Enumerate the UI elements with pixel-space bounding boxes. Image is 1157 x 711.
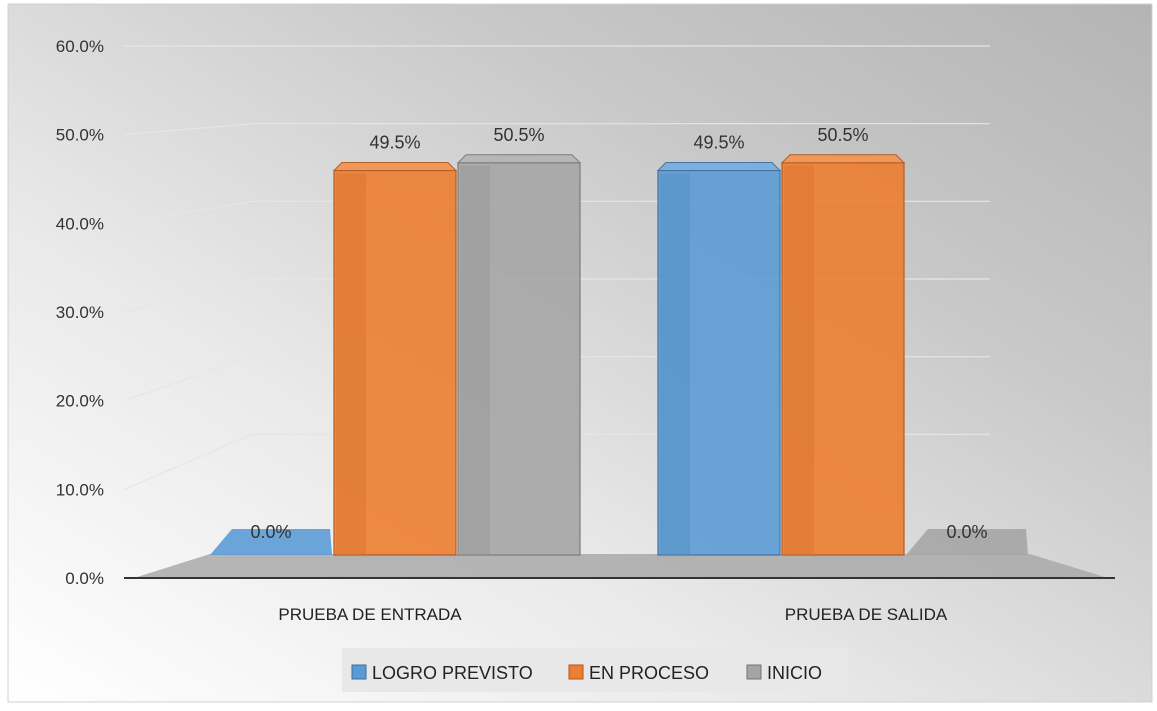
bar-top [456,154,582,164]
bar-edge-shade [460,165,490,556]
gridline-diagonal [123,278,253,313]
bar-edge-shade [336,173,366,556]
axes: 0.0% 10.0% 20.0% 30.0% 40.0% 50.0% 60.0% PRUEBA… [56,37,1115,624]
chart-border [7,3,1153,703]
y-tick-label: 50.0% [56,126,104,145]
data-label: 0.0% [250,522,291,542]
bar-edge-shade [784,165,814,556]
x-category-label: PRUEBA DE SALIDA [785,605,948,624]
legend-label: INICIO [767,663,822,683]
bar [906,529,1028,555]
bar [210,529,332,555]
chart-floor [134,554,1108,578]
bars [210,154,1028,556]
y-tick-label: 40.0% [56,214,104,233]
data-label: 49.5% [369,133,420,153]
legend: LOGRO PREVISTO EN PROCESO INICIO [342,648,848,692]
bar-top [780,154,906,164]
legend-swatch [746,664,762,680]
bar-edge-shade [660,173,690,556]
legend-swatch [568,664,584,680]
gridline-diagonal [123,433,253,490]
y-tick-label: 60.0% [56,37,104,56]
data-labels: 0.0% 49.5% 50.5% 49.5% 50.5% 0.0% [250,125,987,542]
y-tick-label: 0.0% [65,569,104,588]
bar-top [656,162,782,172]
data-label: 49.5% [693,133,744,153]
y-tick-label: 10.0% [56,480,104,499]
data-label: 50.5% [817,125,868,145]
y-tick-label: 20.0% [56,392,104,411]
y-tick-label: 30.0% [56,303,104,322]
gridline-diagonal [123,123,253,136]
bar-top [332,162,458,172]
data-label: 0.0% [946,522,987,542]
x-category-label: PRUEBA DE ENTRADA [278,605,462,624]
gridline-diagonal [123,200,253,224]
legend-label: EN PROCESO [589,663,709,683]
legend-swatch [351,664,367,680]
legend-background [342,648,848,692]
gridline-diagonal [123,356,253,402]
floor-plane [134,554,1108,578]
legend-label: LOGRO PREVISTO [372,663,533,683]
data-label: 50.5% [493,125,544,145]
